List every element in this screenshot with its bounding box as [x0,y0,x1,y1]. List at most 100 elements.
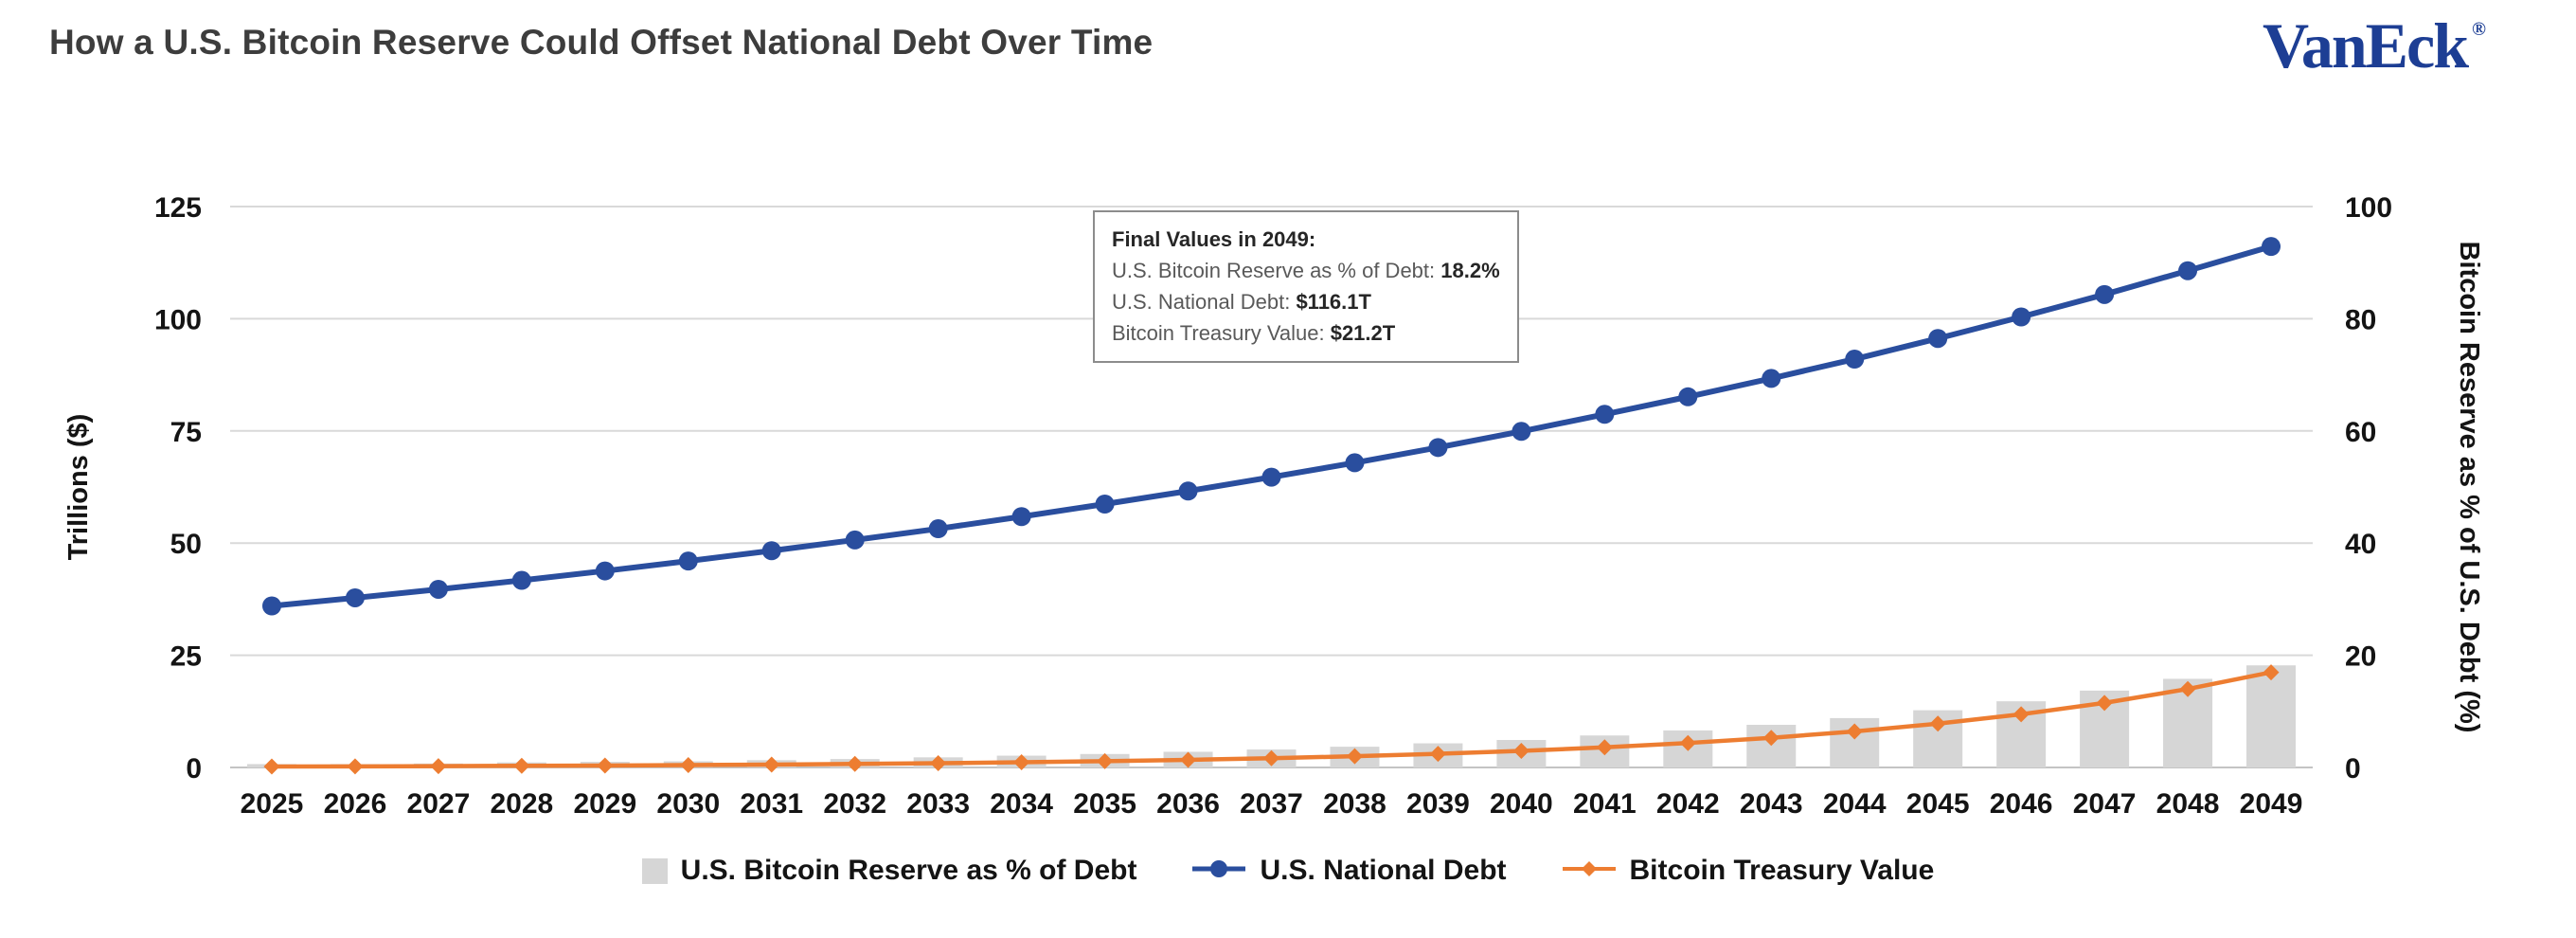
debt-point [1261,467,1281,487]
left-axis-tick: 75 [170,417,202,448]
debt-point [1928,329,1948,349]
debt-point [1762,369,1781,388]
treasury-point [513,757,530,774]
annotation-heading: Final Values in 2049: [1112,227,1316,251]
debt-point [428,579,448,599]
treasury-point [1512,743,1530,760]
treasury-point [1762,730,1780,747]
reserve-bar [2246,665,2297,767]
line-circle-swatch-icon [1191,855,1246,887]
treasury-point [1679,734,1696,751]
legend-label-debt: U.S. National Debt [1260,855,1507,886]
right-axis-tick: 100 [2345,192,2392,224]
debt-point [928,519,948,539]
treasury-point [2096,694,2113,712]
debt-point [2095,284,2115,304]
treasury-point [263,758,280,775]
legend-label-treasury: Bitcoin Treasury Value [1629,855,1935,886]
treasury-point [597,757,614,774]
treasury-point [1263,749,1279,767]
debt-point [2012,307,2031,327]
x-axis-label: 2026 [324,788,387,820]
registered-trademark-icon: ® [2472,19,2486,40]
x-axis-label: 2049 [2240,788,2303,820]
treasury-point [1013,754,1030,771]
x-axis-label: 2042 [1656,788,1720,820]
debt-point [1095,494,1115,514]
debt-point [511,570,531,590]
final-values-annotation: Final Values in 2049: U.S. Bitcoin Reser… [1093,210,1519,363]
debt-point [1595,405,1615,424]
page-title: How a U.S. Bitcoin Reserve Could Offset … [49,23,1154,62]
treasury-point [847,755,864,772]
legend-item-debt[interactable]: U.S. National Debt [1191,855,1507,887]
x-axis-label: 2027 [407,788,471,820]
x-axis-label: 2025 [241,788,304,820]
x-axis-label: 2030 [656,788,720,820]
right-axis-tick: 40 [2345,529,2376,560]
chart-legend: U.S. Bitcoin Reserve as % of Debt U.S. N… [0,855,2576,887]
treasury-point [1929,715,1946,732]
x-axis-labels: 2025 2026 2027 2028 2029 2030 2031 2032 2033 2034… [241,788,2303,820]
vaneck-logo: VanEck ® [2263,13,2486,78]
x-axis-label: 2033 [906,788,970,820]
debt-point [1428,438,1448,458]
x-axis-label: 2036 [1156,788,1220,820]
debt-point [761,541,781,561]
treasury-point [1097,752,1114,769]
left-axis-tick-labels: 0 25 50 75 100 125 [154,192,202,785]
x-axis-label: 2043 [1740,788,1803,820]
annotation-line-reserve: U.S. Bitcoin Reserve as % of Debt: 18.2% [1112,259,1500,282]
debt-point [1845,350,1865,370]
left-axis-tick: 50 [170,529,202,560]
debt-point [845,530,865,550]
x-axis-label: 2038 [1323,788,1386,820]
treasury-point [430,758,447,775]
left-axis-tick: 0 [186,753,202,785]
right-axis-tick: 60 [2345,417,2376,448]
debt-point [678,551,698,571]
annotation-line-treasury: Bitcoin Treasury Value: $21.2T [1112,321,1396,345]
x-axis-label: 2029 [573,788,636,820]
treasury-point [1596,739,1613,756]
treasury-point [763,756,780,773]
annotation-line-debt: U.S. National Debt: $116.1T [1112,290,1371,314]
treasury-point [930,755,947,772]
debt-point [1178,481,1198,501]
debt-point [2262,237,2281,257]
x-axis-label: 2040 [1490,788,1553,820]
x-axis-label: 2045 [1906,788,1970,820]
x-axis-label: 2028 [490,788,553,820]
left-axis-title: Trillions ($) [63,414,94,561]
debt-point [1512,422,1531,442]
treasury-point [2012,706,2030,723]
treasury-point [1429,746,1446,763]
x-axis-label: 2041 [1573,788,1637,820]
debt-point [595,561,615,581]
legend-item-treasury[interactable]: Bitcoin Treasury Value [1562,855,1935,887]
x-axis-label: 2048 [2156,788,2220,820]
debt-point [261,596,281,616]
debt-point [1678,387,1698,406]
treasury-point [1846,723,1863,740]
gridlines [230,206,2313,768]
debt-point [1345,453,1365,473]
legend-item-reserve[interactable]: U.S. Bitcoin Reserve as % of Debt [641,855,1136,887]
treasury-point [347,758,364,775]
x-axis-label: 2046 [1990,788,2053,820]
line-diamond-swatch-icon [1562,855,1617,887]
treasury-point [1180,751,1197,768]
debt-point [345,587,365,607]
debt-point [1011,507,1031,527]
right-axis-tick: 0 [2345,753,2361,785]
x-axis-label: 2037 [1240,788,1303,820]
treasury-point [1346,748,1363,765]
x-axis-label: 2035 [1073,788,1136,820]
left-axis-tick: 25 [170,641,202,673]
x-axis-label: 2031 [740,788,803,820]
x-axis-label: 2039 [1406,788,1470,820]
x-axis-label: 2044 [1823,788,1887,820]
debt-point [2178,261,2198,280]
